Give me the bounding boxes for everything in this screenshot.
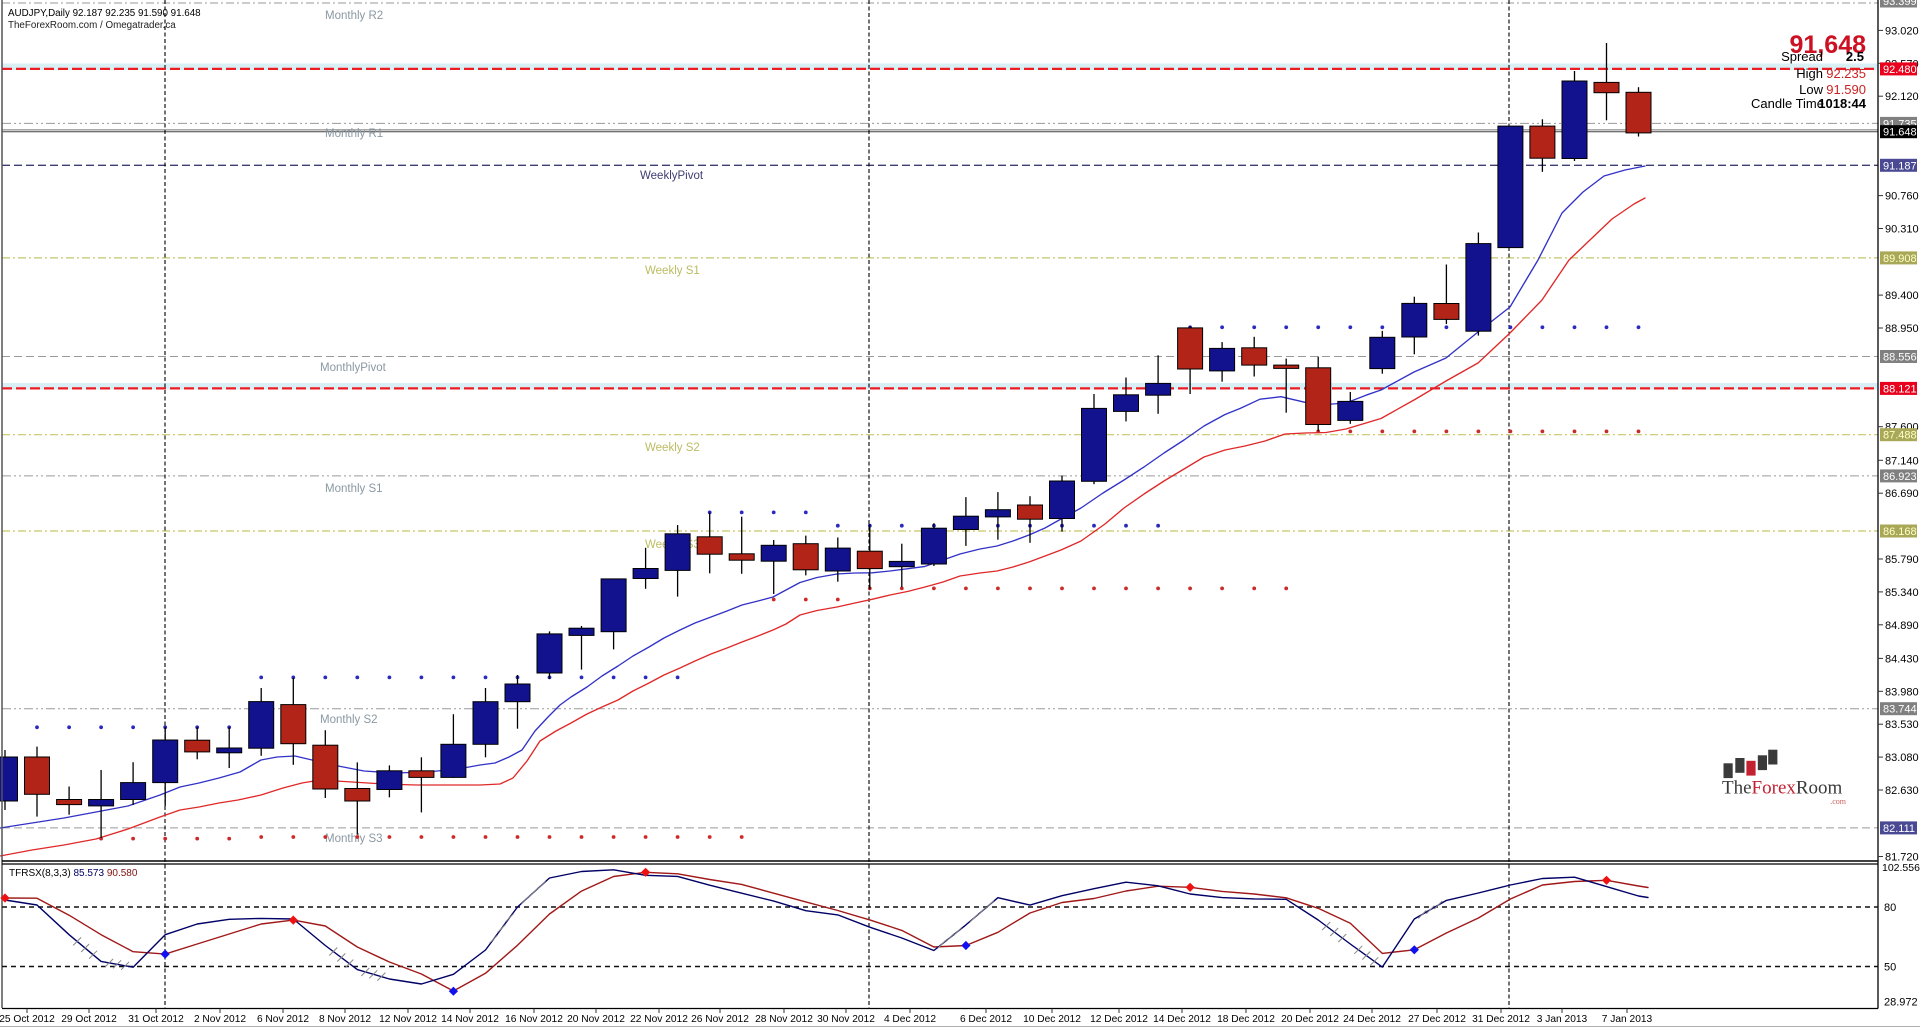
svg-text:84.430: 84.430 (1885, 653, 1919, 665)
svg-text:31 Dec 2012: 31 Dec 2012 (1472, 1014, 1530, 1025)
svg-text:7 Jan 2013: 7 Jan 2013 (1602, 1014, 1653, 1025)
svg-text:91.187: 91.187 (1883, 160, 1917, 172)
svg-text:Weekly S1: Weekly S1 (645, 265, 700, 277)
svg-text:14 Nov 2012: 14 Nov 2012 (441, 1014, 499, 1025)
svg-text:92.235: 92.235 (1826, 66, 1866, 81)
svg-text:85.790: 85.790 (1885, 554, 1919, 566)
svg-text:92.120: 92.120 (1885, 91, 1919, 103)
svg-text:AUDJPY,Daily 92.187 92.235 91: AUDJPY,Daily 92.187 92.235 91.590 91.648 (8, 8, 201, 19)
svg-text:Monthly R1: Monthly R1 (325, 128, 383, 140)
svg-text:Candle Time: Candle Time (1751, 96, 1824, 111)
svg-text:Spread: Spread (1781, 49, 1823, 64)
svg-text:22 Nov 2012: 22 Nov 2012 (630, 1014, 688, 1025)
svg-text:24 Dec 2012: 24 Dec 2012 (1343, 1014, 1401, 1025)
svg-text:WeeklyPivot: WeeklyPivot (640, 170, 704, 182)
svg-text:Monthly S3: Monthly S3 (325, 833, 383, 845)
svg-text:87.140: 87.140 (1885, 455, 1919, 467)
svg-text:Low: Low (1799, 82, 1823, 97)
svg-text:25 Oct 2012: 25 Oct 2012 (0, 1014, 55, 1025)
svg-text:88.121: 88.121 (1883, 383, 1917, 395)
svg-text:16 Nov 2012: 16 Nov 2012 (505, 1014, 563, 1025)
svg-text:102.556: 102.556 (1882, 862, 1920, 874)
svg-text:81.720: 81.720 (1885, 852, 1919, 864)
svg-text:28 Nov 2012: 28 Nov 2012 (755, 1014, 813, 1025)
svg-text:93.399: 93.399 (1883, 0, 1917, 8)
svg-text:91.648: 91.648 (1883, 127, 1917, 139)
svg-text:80: 80 (1884, 902, 1896, 914)
svg-text:27 Dec 2012: 27 Dec 2012 (1408, 1014, 1466, 1025)
svg-text:.com: .com (1830, 797, 1847, 806)
svg-text:TheForexRoom.com / Omegatrader: TheForexRoom.com / Omegatrader.ca (8, 20, 176, 31)
svg-text:6 Nov 2012: 6 Nov 2012 (257, 1014, 309, 1025)
svg-text:10 Dec 2012: 10 Dec 2012 (1023, 1014, 1081, 1025)
svg-text:86.168: 86.168 (1883, 526, 1917, 538)
svg-text:91.735: 91.735 (1883, 118, 1917, 130)
svg-text:High: High (1796, 66, 1823, 81)
svg-text:TFRSX(8,3,3) 85.573 90.580: TFRSX(8,3,3) 85.573 90.580 (9, 868, 138, 879)
svg-text:14 Dec 2012: 14 Dec 2012 (1153, 1014, 1211, 1025)
svg-text:89.400: 89.400 (1885, 290, 1919, 302)
svg-text:30 Nov 2012: 30 Nov 2012 (817, 1014, 875, 1025)
svg-text:20 Dec 2012: 20 Dec 2012 (1281, 1014, 1339, 1025)
svg-text:82.111: 82.111 (1883, 823, 1915, 835)
svg-text:83.744: 83.744 (1883, 704, 1917, 716)
svg-text:85.340: 85.340 (1885, 587, 1919, 599)
svg-text:90.310: 90.310 (1885, 224, 1919, 236)
svg-text:89.908: 89.908 (1883, 253, 1917, 265)
svg-text:Monthly R2: Monthly R2 (325, 10, 383, 22)
svg-text:31 Oct 2012: 31 Oct 2012 (128, 1014, 184, 1025)
svg-text:Monthly S1: Monthly S1 (325, 483, 383, 495)
svg-text:87.488: 87.488 (1883, 430, 1917, 442)
svg-text:3 Jan 2013: 3 Jan 2013 (1537, 1014, 1588, 1025)
svg-text:12 Dec 2012: 12 Dec 2012 (1090, 1014, 1148, 1025)
svg-text:82.630: 82.630 (1885, 785, 1919, 797)
svg-text:4 Dec 2012: 4 Dec 2012 (884, 1014, 936, 1025)
svg-text:8 Nov 2012: 8 Nov 2012 (319, 1014, 371, 1025)
svg-text:90.760: 90.760 (1885, 191, 1919, 203)
svg-text:Weekly S2: Weekly S2 (645, 442, 700, 454)
svg-text:91,648: 91,648 (1790, 31, 1867, 59)
svg-text:28.972: 28.972 (1884, 997, 1918, 1009)
svg-text:TheForexRoom: TheForexRoom (1722, 778, 1843, 799)
svg-text:83.530: 83.530 (1885, 719, 1919, 731)
svg-text:18 Dec 2012: 18 Dec 2012 (1217, 1014, 1275, 1025)
svg-text:84.890: 84.890 (1885, 620, 1919, 632)
svg-text:20 Nov 2012: 20 Nov 2012 (567, 1014, 625, 1025)
svg-text:1018:44: 1018:44 (1818, 96, 1866, 111)
svg-text:6 Dec 2012: 6 Dec 2012 (960, 1014, 1012, 1025)
svg-text:26 Nov 2012: 26 Nov 2012 (691, 1014, 749, 1025)
svg-text:2 Nov 2012: 2 Nov 2012 (194, 1014, 246, 1025)
svg-text:12 Nov 2012: 12 Nov 2012 (379, 1014, 437, 1025)
svg-text:88.556: 88.556 (1883, 352, 1917, 364)
svg-text:MonthlyPivot: MonthlyPivot (320, 362, 387, 374)
svg-text:92.480: 92.480 (1883, 64, 1917, 76)
svg-text:88.950: 88.950 (1885, 323, 1919, 335)
svg-text:2.5: 2.5 (1846, 49, 1864, 64)
svg-text:50: 50 (1884, 962, 1896, 974)
svg-text:86.923: 86.923 (1883, 471, 1917, 483)
svg-text:83.080: 83.080 (1885, 752, 1919, 764)
svg-text:83.980: 83.980 (1885, 686, 1919, 698)
svg-text:91.590: 91.590 (1826, 82, 1866, 97)
svg-text:93.020: 93.020 (1885, 25, 1919, 37)
svg-text:29 Oct 2012: 29 Oct 2012 (61, 1014, 117, 1025)
svg-text:Monthly S2: Monthly S2 (320, 714, 378, 726)
svg-text:86.690: 86.690 (1885, 488, 1919, 500)
